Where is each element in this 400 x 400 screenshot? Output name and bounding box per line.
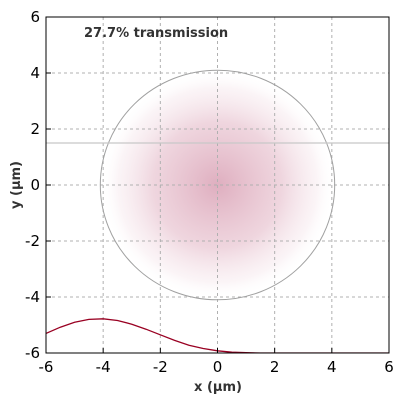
x-tick-label: 4 xyxy=(327,358,337,376)
x-tick-label: -4 xyxy=(96,358,111,376)
x-tick-label: 2 xyxy=(270,358,280,376)
x-axis-label: x (µm) xyxy=(194,380,242,395)
y-tick-label: 6 xyxy=(30,8,40,26)
x-tick-label: 0 xyxy=(213,358,223,376)
beam-outline-circle xyxy=(99,69,336,301)
y-tick-label: 2 xyxy=(30,120,40,138)
y-tick-label: 0 xyxy=(30,176,40,194)
x-tick-label: -2 xyxy=(153,358,168,376)
x-tick-label: 6 xyxy=(384,358,394,376)
transmission-profile-curve xyxy=(46,318,389,353)
y-tick-label: -6 xyxy=(25,344,40,362)
transmission-annotation: 27.7% transmission xyxy=(84,26,228,41)
x-tick-label: -6 xyxy=(39,358,54,376)
y-tick-label: -4 xyxy=(25,288,40,306)
y-tick-label: 4 xyxy=(30,64,40,82)
y-axis-label: y (µm) xyxy=(9,161,24,209)
y-tick-label: -2 xyxy=(25,232,40,250)
